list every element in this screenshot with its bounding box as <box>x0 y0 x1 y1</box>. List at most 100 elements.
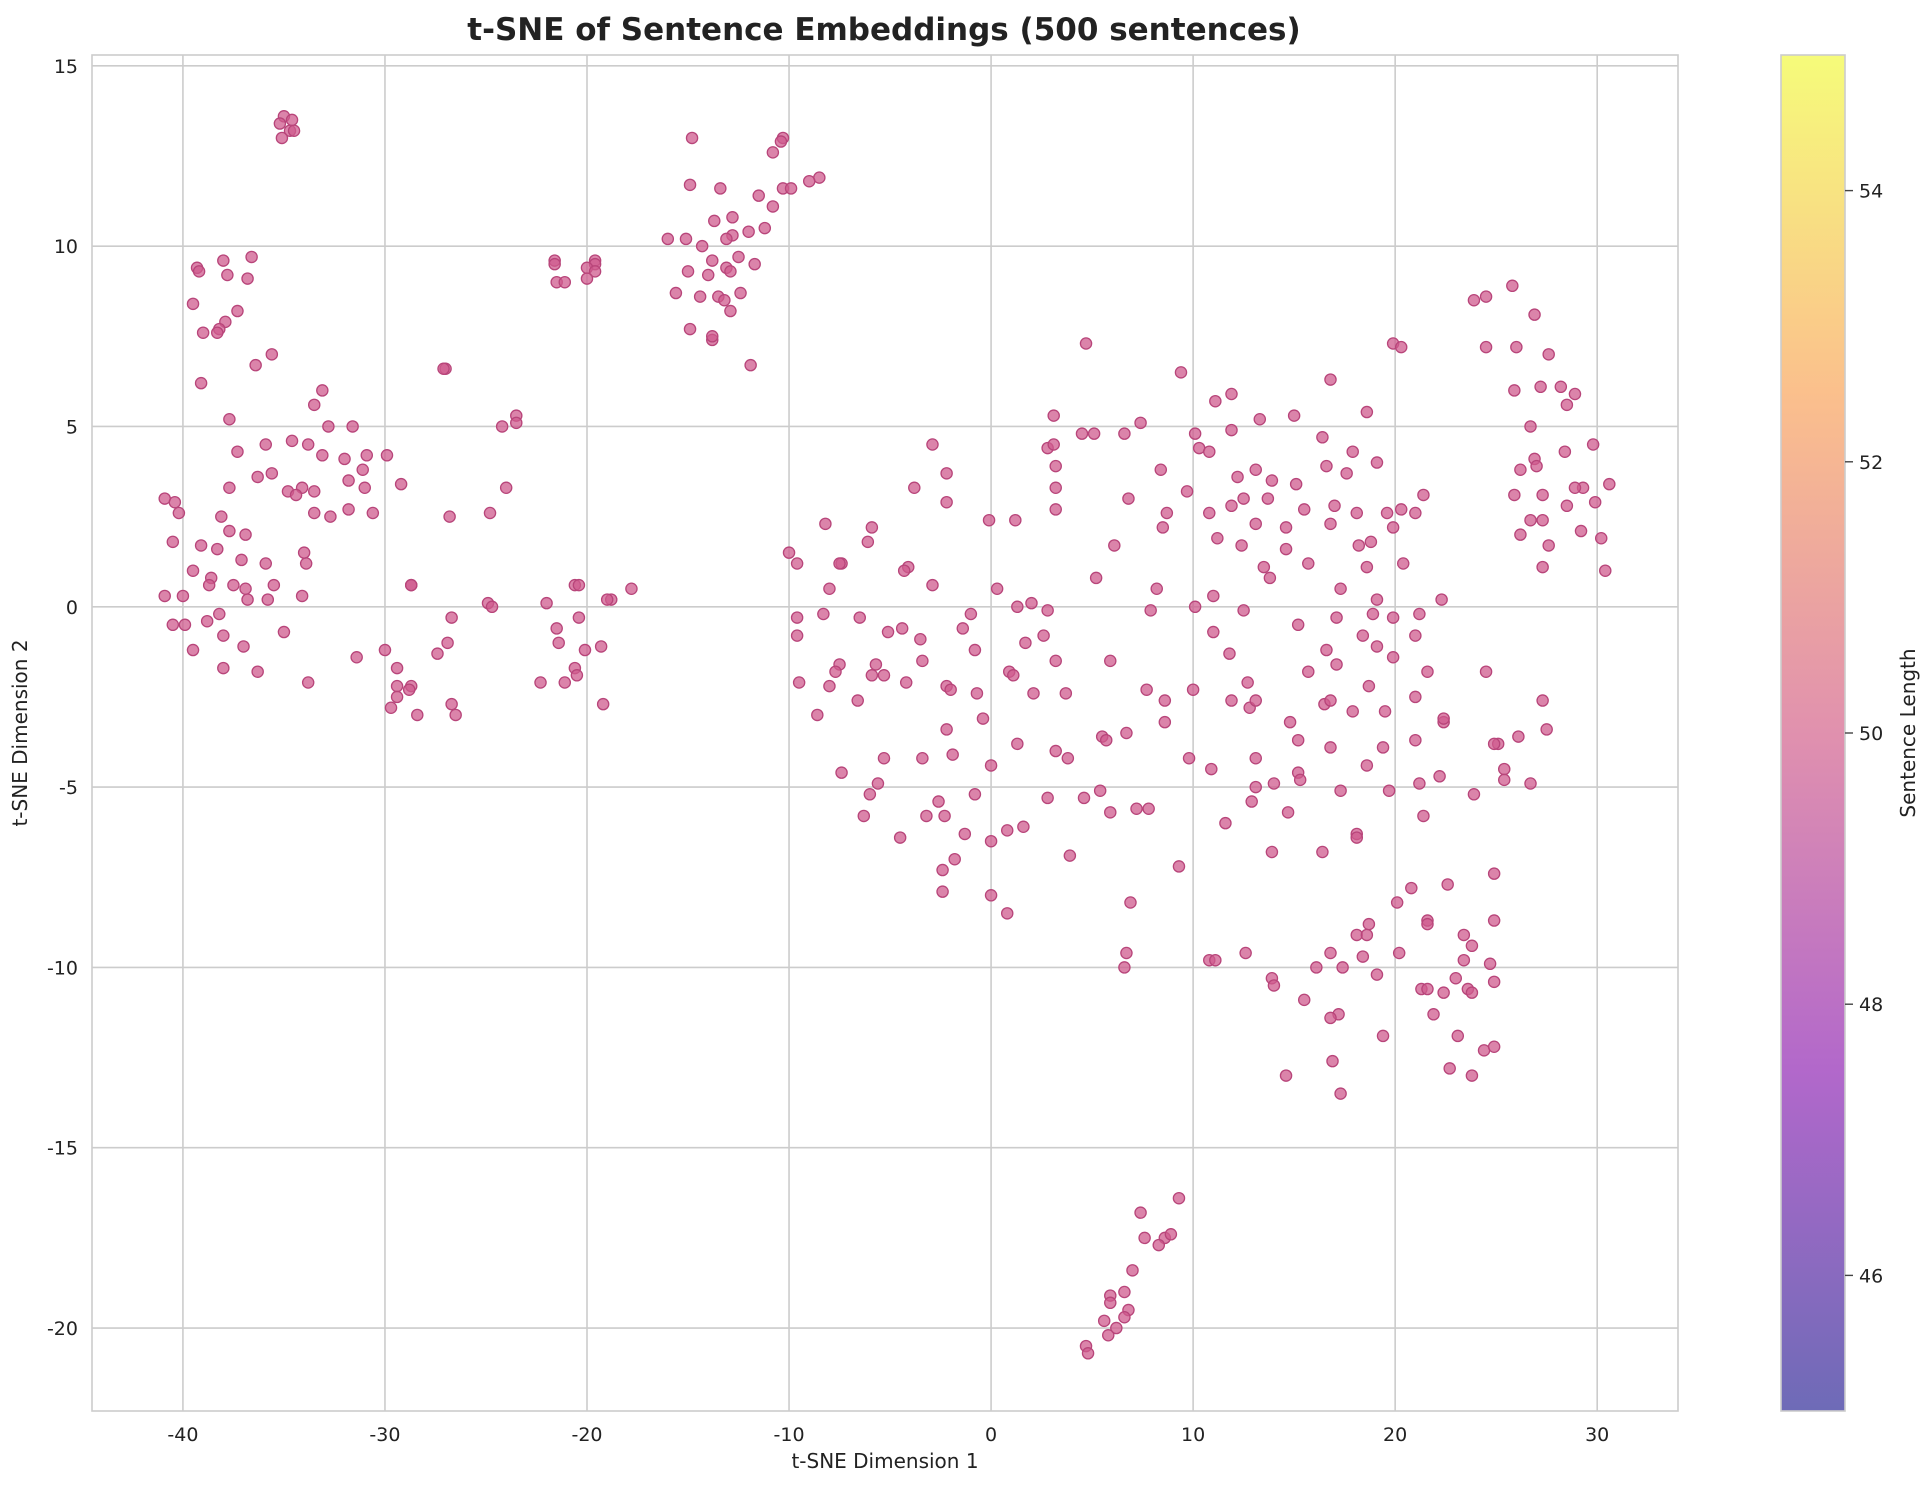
data-point <box>1316 845 1329 859</box>
data-point <box>1097 1314 1111 1328</box>
data-point <box>926 438 939 451</box>
data-point <box>485 600 499 614</box>
colorbar-tick-label: 50 <box>1859 723 1883 745</box>
data-point <box>1257 560 1271 574</box>
data-point <box>176 589 190 603</box>
data-point <box>1320 643 1333 657</box>
data-point <box>1574 524 1588 538</box>
data-point <box>1037 629 1050 642</box>
data-point <box>1417 809 1430 823</box>
data-point <box>166 535 180 549</box>
data-point <box>1237 492 1250 505</box>
data-point <box>916 654 929 668</box>
data-point <box>1487 1040 1501 1054</box>
y-tick-label: -20 <box>47 1318 78 1340</box>
data-point <box>1409 506 1422 520</box>
data-point <box>1451 1029 1465 1043</box>
x-tick-label: 30 <box>1585 1424 1609 1446</box>
data-point <box>829 665 842 678</box>
data-point <box>1405 881 1418 895</box>
data-point <box>1283 715 1297 729</box>
data-point <box>1047 438 1060 451</box>
data-point <box>851 694 864 707</box>
data-point <box>1017 820 1030 834</box>
data-point <box>940 723 953 736</box>
data-point <box>1409 629 1422 642</box>
data-point <box>550 622 563 635</box>
data-point <box>958 827 972 841</box>
data-point <box>237 640 250 653</box>
data-point <box>1346 705 1359 718</box>
data-point <box>990 582 1004 595</box>
data-point <box>1324 373 1337 386</box>
data-point <box>1081 1347 1095 1360</box>
data-point <box>1188 600 1202 614</box>
data-point <box>708 214 721 228</box>
data-point <box>1364 535 1378 549</box>
data-point <box>1370 640 1384 653</box>
data-point <box>1223 647 1236 660</box>
data-points <box>158 110 1616 1360</box>
data-point <box>1324 1011 1337 1025</box>
data-point <box>982 513 996 527</box>
data-point <box>265 348 279 361</box>
data-point <box>984 889 998 902</box>
data-point <box>1211 532 1224 545</box>
data-point <box>1467 788 1481 801</box>
data-point <box>1152 1238 1166 1252</box>
data-point <box>920 809 933 823</box>
data-point <box>1047 409 1060 422</box>
data-point <box>1542 539 1555 552</box>
data-point <box>404 578 418 592</box>
data-point <box>445 697 458 711</box>
data-point <box>790 557 804 570</box>
data-point <box>358 481 372 495</box>
data-point <box>1560 499 1574 513</box>
data-point <box>1104 1296 1117 1310</box>
data-point <box>1164 1228 1178 1241</box>
data-point <box>1209 953 1222 967</box>
data-point <box>1061 751 1075 765</box>
data-point <box>1174 366 1188 379</box>
data-point <box>1413 777 1426 790</box>
grid <box>92 55 1678 1411</box>
data-point <box>211 326 224 339</box>
y-tick-label: -10 <box>47 957 78 979</box>
data-point <box>384 701 398 715</box>
data-point <box>1330 611 1343 624</box>
data-point <box>1118 1285 1131 1299</box>
data-point <box>194 376 208 390</box>
data-point <box>1366 607 1380 621</box>
data-point <box>681 265 695 278</box>
data-point <box>1241 676 1254 689</box>
data-point <box>1330 658 1343 671</box>
data-point <box>1421 982 1434 996</box>
data-point <box>548 257 561 271</box>
data-point <box>792 676 806 689</box>
data-point <box>295 589 309 603</box>
data-point <box>1041 791 1054 805</box>
data-point <box>356 463 369 476</box>
colorbar: 46 48 50 52 54 <box>1780 54 1883 1412</box>
data-point <box>1457 928 1471 942</box>
x-tick-labels: -40 -30 -20 -10 0 10 20 30 <box>167 1424 1609 1446</box>
data-point <box>366 506 380 520</box>
data-point <box>1421 917 1434 931</box>
data-point <box>706 330 719 343</box>
data-point <box>701 268 715 282</box>
data-point <box>1049 503 1062 516</box>
data-point <box>1000 907 1014 920</box>
data-point <box>1540 723 1553 736</box>
data-point <box>811 708 824 722</box>
data-point <box>342 503 355 516</box>
data-point <box>1586 438 1600 451</box>
x-tick-label: -10 <box>774 1424 805 1446</box>
data-point <box>1542 348 1555 361</box>
data-point <box>1205 762 1218 776</box>
data-point <box>390 661 404 675</box>
data-point <box>215 510 228 523</box>
data-point <box>223 524 236 538</box>
data-point <box>970 687 984 700</box>
data-point <box>1025 596 1038 610</box>
data-point <box>938 809 951 823</box>
